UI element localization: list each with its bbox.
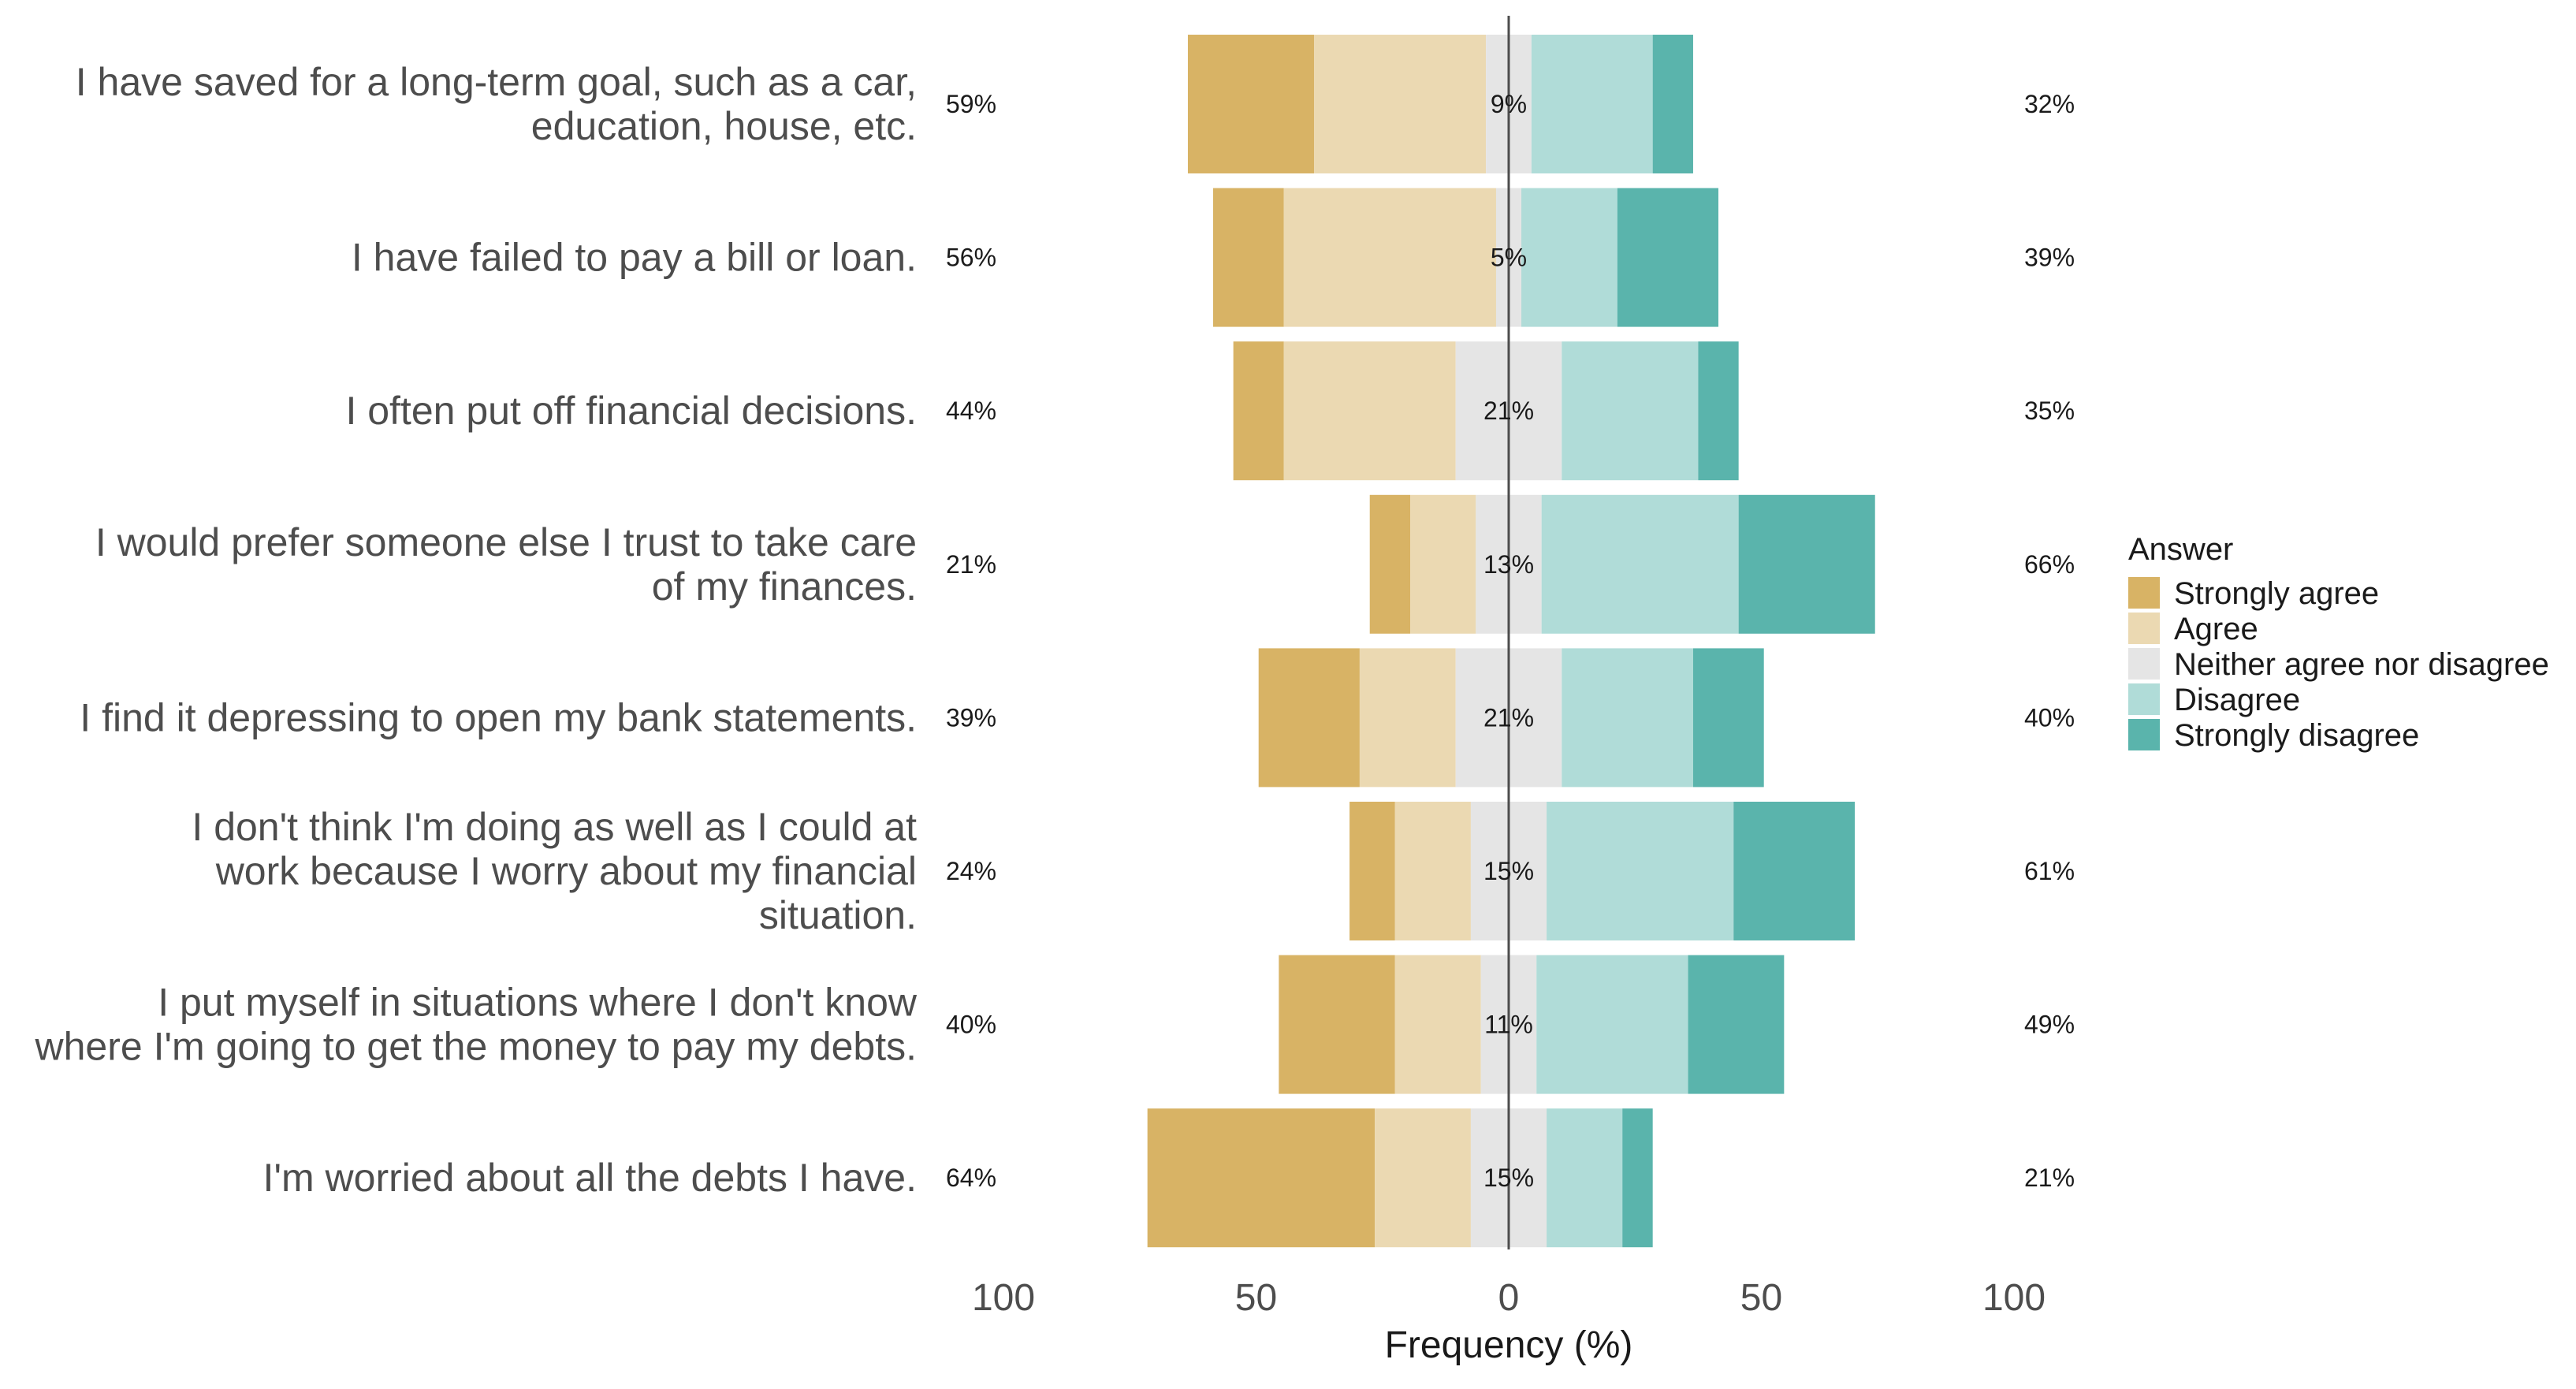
question-label-7: I put myself in situations where I don't… <box>35 981 918 1069</box>
bar-agree-2 <box>1283 188 1496 327</box>
right-percent-label-4: 66% <box>2024 550 2075 579</box>
bar-strongly-disagree-5 <box>1692 648 1764 788</box>
right-percent-label-5: 40% <box>2024 703 2075 732</box>
bar-strongly-disagree-6 <box>1733 802 1856 940</box>
legend-label-disagree: Disagree <box>2174 683 2300 717</box>
left-percent-label-3: 44% <box>946 397 996 425</box>
question-label-6: I don't think I'm doing as well as I cou… <box>192 805 917 937</box>
left-percent-label-6: 24% <box>946 857 996 885</box>
left-percent-label-8: 64% <box>946 1164 996 1192</box>
question-label-8: I'm worried about all the debts I have. <box>263 1156 917 1200</box>
x-tick-label: 100 <box>972 1277 1035 1319</box>
legend-label-strongly-agree: Strongly agree <box>2174 576 2379 611</box>
question-label-3: I often put off financial decisions. <box>345 389 917 433</box>
center-percent-label-5: 21% <box>1483 703 1534 732</box>
legend-swatch-neither <box>2128 648 2160 680</box>
question-label-line: I don't think I'm doing as well as I cou… <box>192 805 917 849</box>
question-label-line: of my finances. <box>652 564 917 609</box>
bar-disagree-1 <box>1531 35 1653 173</box>
question-label-line: I often put off financial decisions. <box>345 389 917 433</box>
bar-disagree-5 <box>1562 648 1693 788</box>
right-percent-label-3: 35% <box>2024 397 2075 425</box>
bar-disagree-4 <box>1541 494 1739 634</box>
question-label-line: education, house, etc. <box>531 104 917 148</box>
bar-strongly-agree-5 <box>1258 648 1360 788</box>
center-percent-label-3: 21% <box>1483 397 1534 425</box>
bar-agree-5 <box>1359 648 1456 788</box>
bar-strongly-agree-8 <box>1147 1108 1375 1248</box>
bar-strongly-agree-2 <box>1213 188 1284 327</box>
legend-label-neither: Neither agree nor disagree <box>2174 647 2549 682</box>
x-tick-label: 50 <box>1740 1277 1782 1319</box>
bar-agree-7 <box>1394 955 1481 1094</box>
center-percent-label-7: 11% <box>1484 1011 1533 1039</box>
question-label-line: I'm worried about all the debts I have. <box>263 1156 917 1200</box>
legend-swatch-disagree <box>2128 683 2160 715</box>
left-percent-label-7: 40% <box>946 1011 996 1039</box>
question-label-line: I put myself in situations where I don't… <box>158 981 918 1025</box>
right-percent-label-8: 21% <box>2024 1164 2075 1192</box>
left-percent-label-2: 56% <box>946 244 996 272</box>
question-label-line: where I'm going to get the money to pay … <box>35 1025 917 1069</box>
legend-label-agree: Agree <box>2174 612 2258 646</box>
bar-disagree-2 <box>1521 188 1617 327</box>
center-percent-label-8: 15% <box>1483 1164 1534 1192</box>
legend-swatch-strongly-disagree <box>2128 719 2160 750</box>
bar-strongly-agree-6 <box>1349 802 1395 940</box>
question-label-line: I have saved for a long-term goal, such … <box>76 60 917 104</box>
bar-strongly-disagree-1 <box>1652 35 1693 173</box>
question-label-line: I find it depressing to open my bank sta… <box>80 695 917 739</box>
x-axis-title: Frequency (%) <box>1385 1324 1633 1366</box>
labels-layer: I have saved for a long-term goal, such … <box>35 60 2075 1200</box>
right-percent-label-7: 49% <box>2024 1011 2075 1039</box>
bar-disagree-8 <box>1547 1108 1623 1248</box>
bar-agree-8 <box>1375 1108 1471 1248</box>
bar-agree-1 <box>1314 35 1487 173</box>
question-label-line: work because I worry about my financial <box>215 849 917 893</box>
center-percent-label-6: 15% <box>1483 857 1534 885</box>
left-percent-label-5: 39% <box>946 703 996 732</box>
bar-strongly-disagree-2 <box>1617 188 1719 327</box>
left-percent-label-4: 21% <box>946 550 996 579</box>
bar-strongly-agree-1 <box>1187 35 1315 173</box>
bar-disagree-7 <box>1536 955 1688 1094</box>
question-label-4: I would prefer someone else I trust to t… <box>95 520 917 609</box>
bar-disagree-3 <box>1562 341 1699 481</box>
bar-strongly-agree-4 <box>1369 494 1411 634</box>
legend-swatch-agree <box>2128 613 2160 644</box>
x-axis: 100 50 0 50 100 <box>972 1277 2046 1319</box>
bar-agree-4 <box>1410 494 1476 634</box>
question-label-line: situation. <box>759 893 917 937</box>
right-percent-label-1: 32% <box>2024 90 2075 118</box>
legend-label-strongly-disagree: Strongly disagree <box>2174 718 2419 753</box>
bar-strongly-disagree-7 <box>1688 955 1785 1094</box>
bar-agree-6 <box>1394 802 1471 940</box>
left-percent-label-1: 59% <box>946 90 996 118</box>
x-tick-label: 50 <box>1235 1277 1277 1319</box>
question-label-line: I would prefer someone else I trust to t… <box>95 520 917 564</box>
bar-strongly-disagree-4 <box>1738 494 1875 634</box>
legend-swatch-strongly-agree <box>2128 577 2160 609</box>
center-percent-label-4: 13% <box>1483 550 1534 579</box>
bar-agree-3 <box>1283 341 1456 481</box>
bar-strongly-disagree-8 <box>1622 1108 1653 1248</box>
bar-strongly-agree-3 <box>1233 341 1284 481</box>
right-percent-label-6: 61% <box>2024 857 2075 885</box>
x-tick-label: 100 <box>1982 1277 2046 1319</box>
question-label-2: I have failed to pay a bill or loan. <box>352 236 917 280</box>
bar-disagree-6 <box>1547 802 1734 940</box>
right-percent-label-2: 39% <box>2024 244 2075 272</box>
question-label-line: I have failed to pay a bill or loan. <box>352 236 917 280</box>
x-tick-label: 0 <box>1498 1277 1520 1319</box>
question-label-1: I have saved for a long-term goal, such … <box>76 60 917 148</box>
bar-strongly-agree-7 <box>1279 955 1395 1094</box>
bar-strongly-disagree-3 <box>1698 341 1739 481</box>
center-percent-label-2: 5% <box>1491 244 1527 272</box>
question-label-5: I find it depressing to open my bank sta… <box>80 695 917 739</box>
legend-title: Answer <box>2128 532 2233 567</box>
center-percent-label-1: 9% <box>1491 90 1527 118</box>
bars-layer <box>1147 35 1875 1248</box>
